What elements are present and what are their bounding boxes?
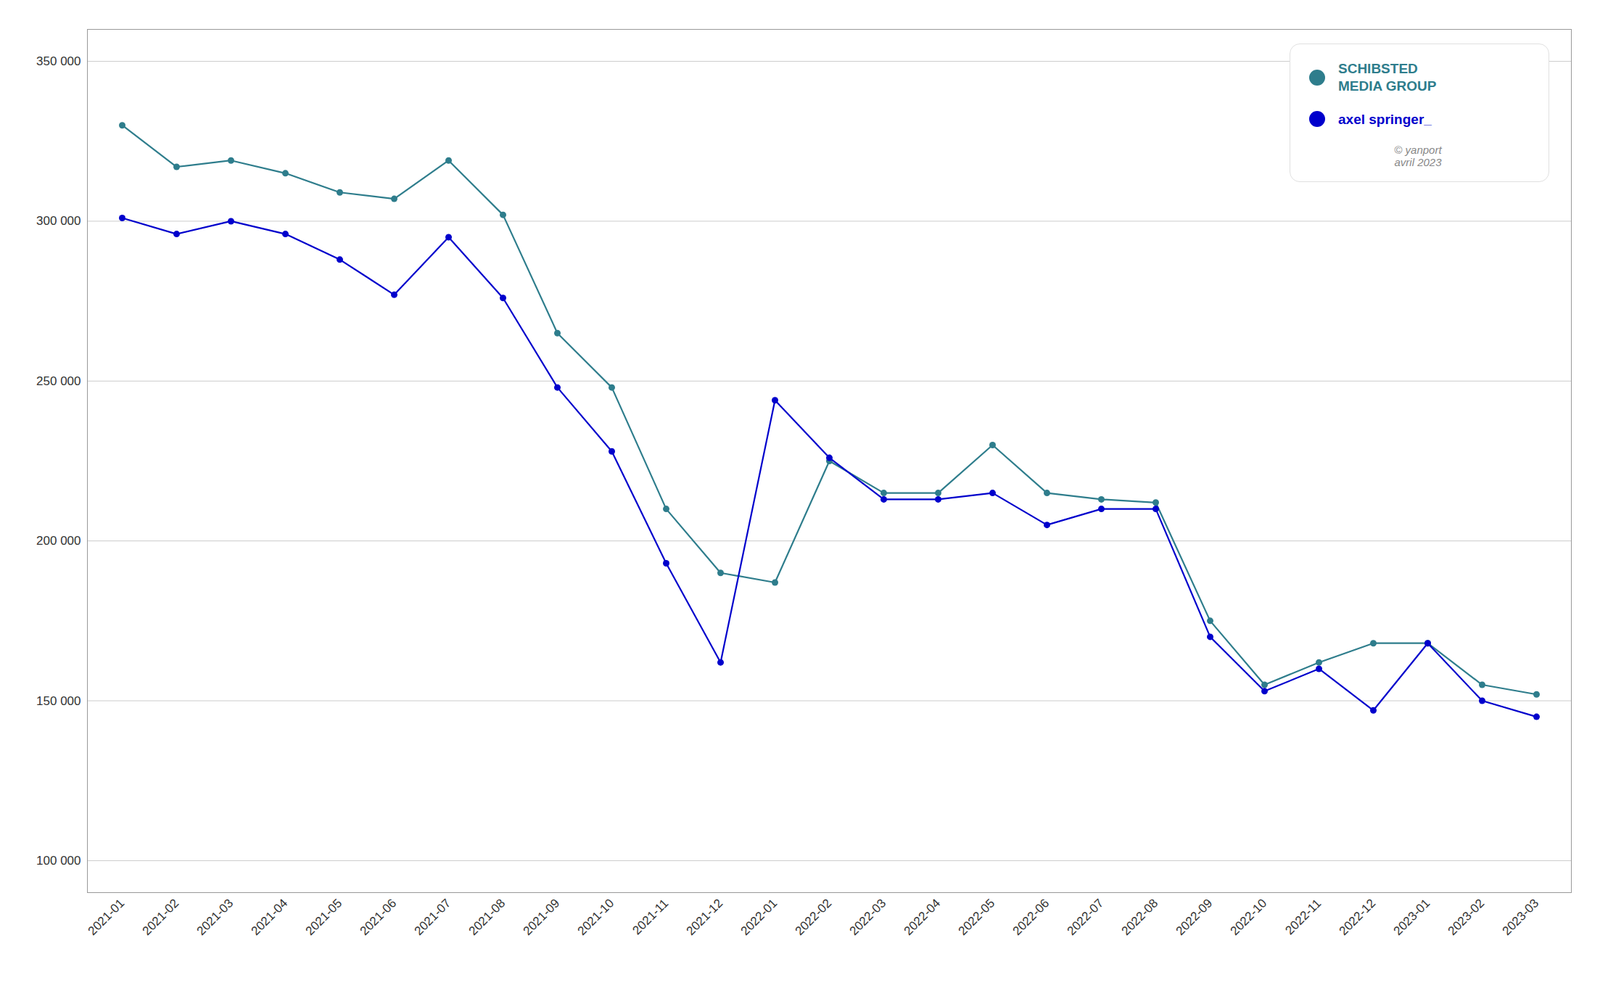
svg-text:2021-04: 2021-04 xyxy=(248,896,291,939)
svg-text:2021-09: 2021-09 xyxy=(520,896,563,939)
svg-text:2022-01: 2022-01 xyxy=(738,896,781,939)
svg-text:250 000: 250 000 xyxy=(36,374,81,389)
svg-text:2021-08: 2021-08 xyxy=(466,896,509,939)
svg-text:2022-12: 2022-12 xyxy=(1336,896,1379,939)
html-text:SCHIBSTED MEDIA GROUP: SCHIBSTED MEDIA GROUP xyxy=(1338,60,1437,94)
svg-text:2021-05: 2021-05 xyxy=(303,896,346,939)
svg-text:300 000: 300 000 xyxy=(36,213,81,228)
svg-text:2022-09: 2022-09 xyxy=(1173,896,1216,939)
svg-text:2022-03: 2022-03 xyxy=(847,896,890,939)
svg-text:200 000: 200 000 xyxy=(36,533,81,548)
svg-text:350 000: 350 000 xyxy=(36,54,81,69)
svg-text:150 000: 150 000 xyxy=(36,693,81,708)
svg-text:2022-11: 2022-11 xyxy=(1283,896,1325,938)
svg-text:2022-05: 2022-05 xyxy=(955,896,999,939)
svg-text:2021-12: 2021-12 xyxy=(683,896,727,939)
html-text:© yanport avril 2023: © yanport avril 2023 xyxy=(1394,143,1442,169)
svg-text:2021-07: 2021-07 xyxy=(411,896,455,939)
svg-text:2022-10: 2022-10 xyxy=(1227,896,1270,939)
svg-text:2021-10: 2021-10 xyxy=(575,896,618,939)
svg-text:2021-01: 2021-01 xyxy=(85,896,128,939)
svg-text:2022-06: 2022-06 xyxy=(1010,896,1053,939)
svg-text:2023-01: 2023-01 xyxy=(1391,896,1434,939)
html-text:axel springer_: axel springer_ xyxy=(1338,111,1432,127)
svg-text:100 000: 100 000 xyxy=(36,853,81,868)
svg-text:2022-08: 2022-08 xyxy=(1119,896,1162,939)
svg-text:2021-02: 2021-02 xyxy=(139,896,183,939)
svg-text:2022-04: 2022-04 xyxy=(901,896,944,939)
svg-text:2023-02: 2023-02 xyxy=(1445,896,1488,939)
svg-text:2021-11: 2021-11 xyxy=(630,896,672,938)
svg-text:2022-07: 2022-07 xyxy=(1064,896,1107,939)
svg-text:2022-02: 2022-02 xyxy=(792,896,835,939)
svg-text:2023-03: 2023-03 xyxy=(1499,896,1542,939)
svg-text:2021-06: 2021-06 xyxy=(357,896,400,939)
svg-text:2021-03: 2021-03 xyxy=(194,896,237,939)
